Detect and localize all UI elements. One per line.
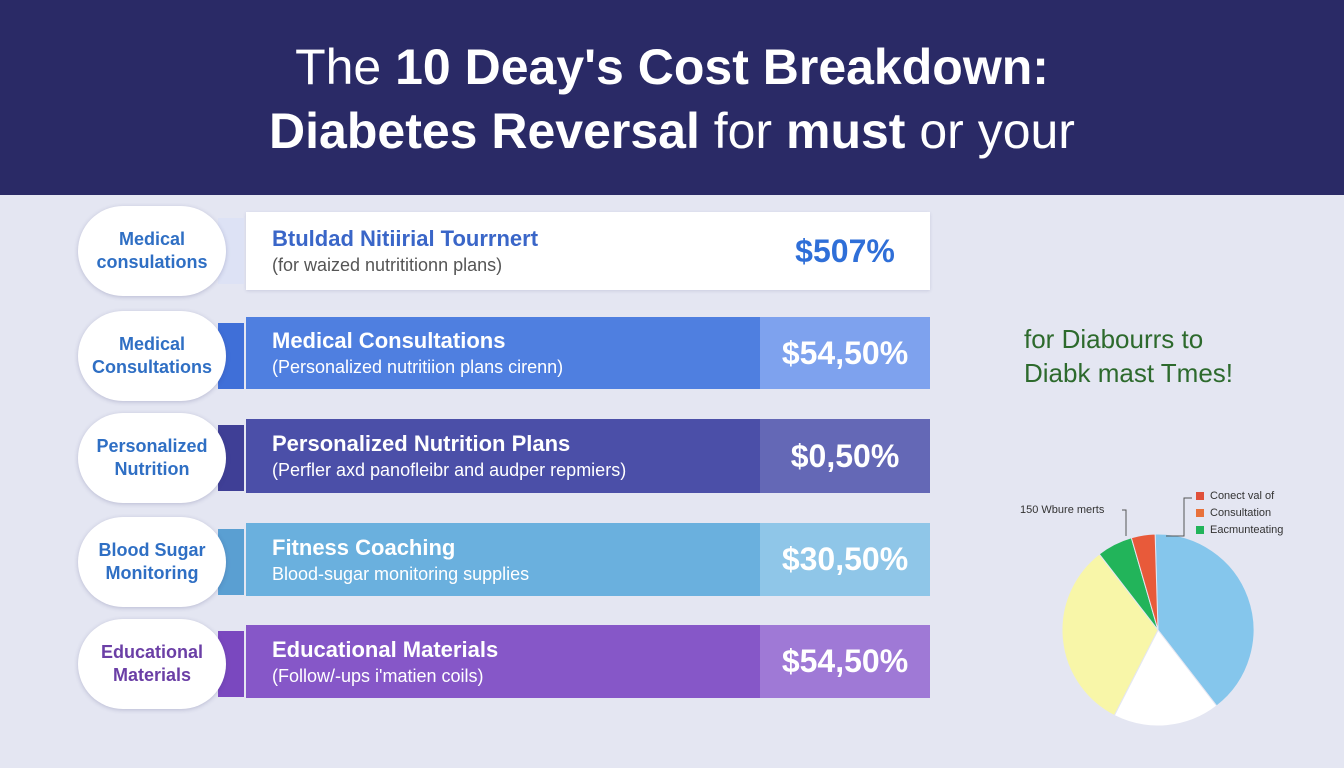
title-line-2: Diabetes Reversal for must or your <box>0 101 1344 161</box>
title-segment: Diabetes Reversal <box>269 103 714 159</box>
category-label: Medical Consultations <box>92 334 212 377</box>
pie-slice <box>1154 533 1255 707</box>
cost-item-title: Fitness Coaching <box>272 534 456 560</box>
category-pill: Blood Sugar Monitoring <box>78 517 226 607</box>
cost-bar: Medical Consultations (Personalized nutr… <box>246 317 930 389</box>
legend-label: Consultation <box>1210 507 1272 519</box>
legend-label: Conect val of <box>1210 490 1275 502</box>
cost-item-title: Medical Consultations <box>272 328 506 353</box>
cost-value: $507% <box>760 212 930 290</box>
legend-swatch <box>1196 509 1204 517</box>
title-segment: 10 Deay's Cost Breakdown: <box>395 39 1049 95</box>
legend-swatch <box>1196 492 1204 500</box>
legend-item: Conect val of <box>1196 490 1274 502</box>
cost-item-title: Educational Materials <box>272 636 499 662</box>
title-segment: or your <box>919 103 1075 159</box>
cost-item-description: (Follow/-ups i'matien coils) <box>272 665 484 686</box>
category-label: Educational Materials <box>100 642 203 685</box>
title-segment: The <box>295 39 396 95</box>
side-note: for Diabourrs to Diabk mast Tmes! <box>1024 324 1234 388</box>
cost-item-description: (for waized nutrititionn plans) <box>272 255 503 275</box>
cost-row: Educational Materials Educational Materi… <box>78 619 934 709</box>
pie-callout: 150 Wbure merts <box>1020 504 1105 516</box>
cost-bar: Btuldad Nitiirial Tourrnert (for waized … <box>246 212 930 290</box>
category-label: Personalized Nutrition <box>96 436 208 479</box>
cost-row: Blood Sugar Monitoring Fitness Coaching … <box>78 517 934 607</box>
category-pill: Medical Consultations <box>78 311 226 401</box>
title-line-1: The 10 Deay's Cost Breakdown: <box>0 37 1344 97</box>
category-pill: Educational Materials <box>78 619 226 709</box>
category-pill: Medical consulations <box>78 206 226 296</box>
legend-item: Consultation <box>1196 507 1271 519</box>
cost-bar: Educational Materials (Follow/-ups i'mat… <box>246 625 930 698</box>
category-pill: Personalized Nutrition <box>78 413 226 503</box>
cost-value: $0,50% <box>760 419 930 493</box>
category-label: Blood Sugar Monitoring <box>98 540 206 583</box>
cost-item-title: Personalized Nutrition Plans <box>272 431 571 456</box>
category-label: Medical consulations <box>96 229 208 272</box>
cost-value: $54,50% <box>760 317 930 389</box>
cost-item-description: Blood-sugar monitoring supplies <box>272 563 530 584</box>
pie-slice <box>1061 553 1159 717</box>
legend-swatch <box>1196 526 1204 534</box>
cost-item-title: Btuldad Nitiirial Tourrnert <box>272 226 539 251</box>
cost-bar: Fitness Coaching Blood-sugar monitoring … <box>246 523 930 596</box>
legend-leader-line <box>1166 497 1192 537</box>
legend-label: Eacmunteating <box>1210 524 1284 536</box>
title-banner: The 10 Deay's Cost Breakdown: Diabetes R… <box>0 0 1344 195</box>
cost-item-description: (Personalized nutritiion plans cirenn) <box>272 357 564 377</box>
title-segment: for <box>713 103 786 159</box>
callout-line <box>1122 509 1127 536</box>
title-segment: must <box>785 103 920 159</box>
pie-slice <box>1113 629 1218 727</box>
pie-chart: 150 Wbure merts Conect val of Consultati… <box>1010 488 1330 738</box>
cost-row: Medical Consultations Medical Consultati… <box>78 311 934 401</box>
cost-value: $54,50% <box>760 625 930 698</box>
pie-chart-svg <box>1061 497 1255 727</box>
cost-row: Medical consulations Btuldad Nitiirial T… <box>78 206 934 296</box>
cost-bar: Personalized Nutrition Plans (Perfler ax… <box>246 419 930 493</box>
cost-value: $30,50% <box>760 523 930 596</box>
legend-item: Eacmunteating <box>1196 524 1283 536</box>
cost-row: Personalized Nutrition Personalized Nutr… <box>78 413 934 503</box>
cost-item-description: (Perfler axd panofleibr and audper repmi… <box>272 460 627 480</box>
pie-slice <box>1130 533 1159 631</box>
